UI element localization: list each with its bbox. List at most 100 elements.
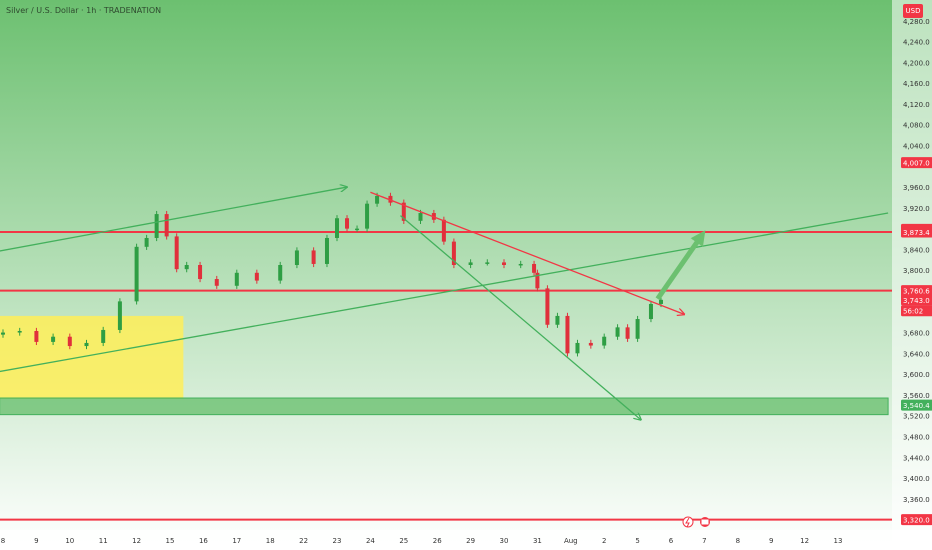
y-tick-label: 4,200.0: [903, 59, 930, 67]
y-tick-label: 3,640.0: [903, 350, 930, 358]
y-tick-label: 4,160.0: [903, 80, 930, 88]
x-tick-label: 5: [635, 537, 639, 545]
candle-body: [67, 336, 72, 347]
y-tick-label: 3,600.0: [903, 371, 930, 379]
candle-body: [468, 262, 473, 265]
candle-body: [418, 213, 423, 221]
candle-body: [184, 265, 189, 270]
x-tick-label: 29: [466, 537, 475, 545]
x-tick-label: 30: [500, 537, 509, 545]
trendline-1: [0, 212, 889, 373]
x-tick-label: 15: [166, 537, 175, 545]
x-tick-label: Aug: [564, 537, 578, 545]
y-tick-label: 3,680.0: [903, 330, 930, 338]
candle-body: [518, 263, 523, 266]
price-label-box: [901, 294, 932, 306]
candle-body: [532, 263, 537, 273]
y-tick-label: 3,400.0: [903, 475, 930, 483]
trendline-0: [0, 187, 347, 252]
candle-body: [588, 342, 593, 346]
candle-body: [198, 265, 203, 280]
y-tick-label: 3,920.0: [903, 205, 930, 213]
y-tick-label: 3,560.0: [903, 392, 930, 400]
candle-body: [154, 214, 159, 238]
trendline-3: [370, 191, 684, 314]
x-tick-label: 16: [199, 537, 208, 545]
price-label-text: 3,873.4: [903, 229, 930, 237]
candle-body: [565, 315, 570, 354]
y-tick-label: 4,280.0: [903, 18, 930, 26]
y-tick-label: 3,960.0: [903, 184, 930, 192]
y-tick-label: 3,800.0: [903, 267, 930, 275]
x-tick-label: 8: [1, 537, 5, 545]
candle-body: [214, 279, 219, 286]
candle-body: [365, 203, 370, 229]
x-tick-label: 13: [834, 537, 843, 545]
candle-body: [535, 272, 540, 289]
price-label-box: [901, 514, 932, 526]
currency-badge[interactable]: USD: [903, 4, 923, 18]
x-tick-label: 18: [266, 537, 275, 545]
price-label-box: [901, 226, 932, 238]
candle-body: [117, 301, 122, 330]
x-tick-label: 25: [399, 537, 408, 545]
lightning-event-icon: [682, 516, 694, 528]
candle-body: [51, 336, 56, 342]
x-tick-label: 17: [232, 537, 241, 545]
candle-body: [144, 237, 149, 247]
candle-body: [311, 250, 316, 264]
x-tick-label: 22: [299, 537, 308, 545]
y-tick-label: 4,080.0: [903, 122, 930, 130]
candle-body: [84, 342, 89, 347]
x-tick-label: 7: [702, 537, 706, 545]
candle-body: [648, 303, 653, 320]
x-tick-label: 8: [736, 537, 740, 545]
candle-body: [635, 319, 640, 339]
x-tick-label: 9: [34, 537, 38, 545]
trendline-4: [655, 230, 706, 301]
candle-body: [278, 265, 283, 281]
lightning-icon: [685, 517, 690, 528]
price-label-text: 3,743.0: [903, 297, 930, 305]
price-label-text: 56:02: [903, 308, 923, 316]
candle-body: [324, 237, 329, 264]
candle-body: [294, 250, 299, 265]
trendline-2: [400, 215, 640, 420]
y-tick-label: 3,480.0: [903, 433, 930, 441]
y-tick-label: 4,240.0: [903, 39, 930, 47]
candle-body: [625, 327, 630, 339]
candle-body: [17, 330, 22, 333]
y-tick-label: 3,520.0: [903, 413, 930, 421]
x-tick-label: 12: [132, 537, 141, 545]
flag-icon: [701, 519, 709, 525]
candle-body: [485, 262, 490, 264]
candle-body: [451, 241, 456, 265]
price-label-text: 3,540.4: [903, 402, 930, 410]
candle-body: [234, 272, 239, 286]
candle-body: [335, 218, 339, 238]
x-tick-label: 23: [333, 537, 342, 545]
time-axis-panel: [0, 530, 932, 550]
zone-support: [0, 397, 889, 416]
x-tick-label: 10: [65, 537, 74, 545]
x-tick-label: 26: [433, 537, 442, 545]
candle-body: [555, 315, 560, 325]
x-tick-label: 24: [366, 537, 375, 545]
candle-body: [575, 342, 580, 354]
candle-body: [388, 195, 393, 203]
chart-title: Silver / U.S. Dollar · 1h · TRADENATION: [6, 6, 162, 15]
price-axis-panel: [892, 0, 932, 550]
price-label-text: 4,007.0: [903, 160, 930, 168]
candle-body: [502, 262, 506, 265]
candle-body: [602, 336, 607, 346]
y-tick-label: 3,440.0: [903, 454, 930, 462]
candle-body: [401, 202, 406, 221]
price-label-box: [901, 399, 932, 411]
candle-body: [345, 218, 350, 229]
candle-body: [1, 332, 5, 335]
x-tick-label: 6: [669, 537, 674, 545]
candle-body: [101, 329, 106, 343]
